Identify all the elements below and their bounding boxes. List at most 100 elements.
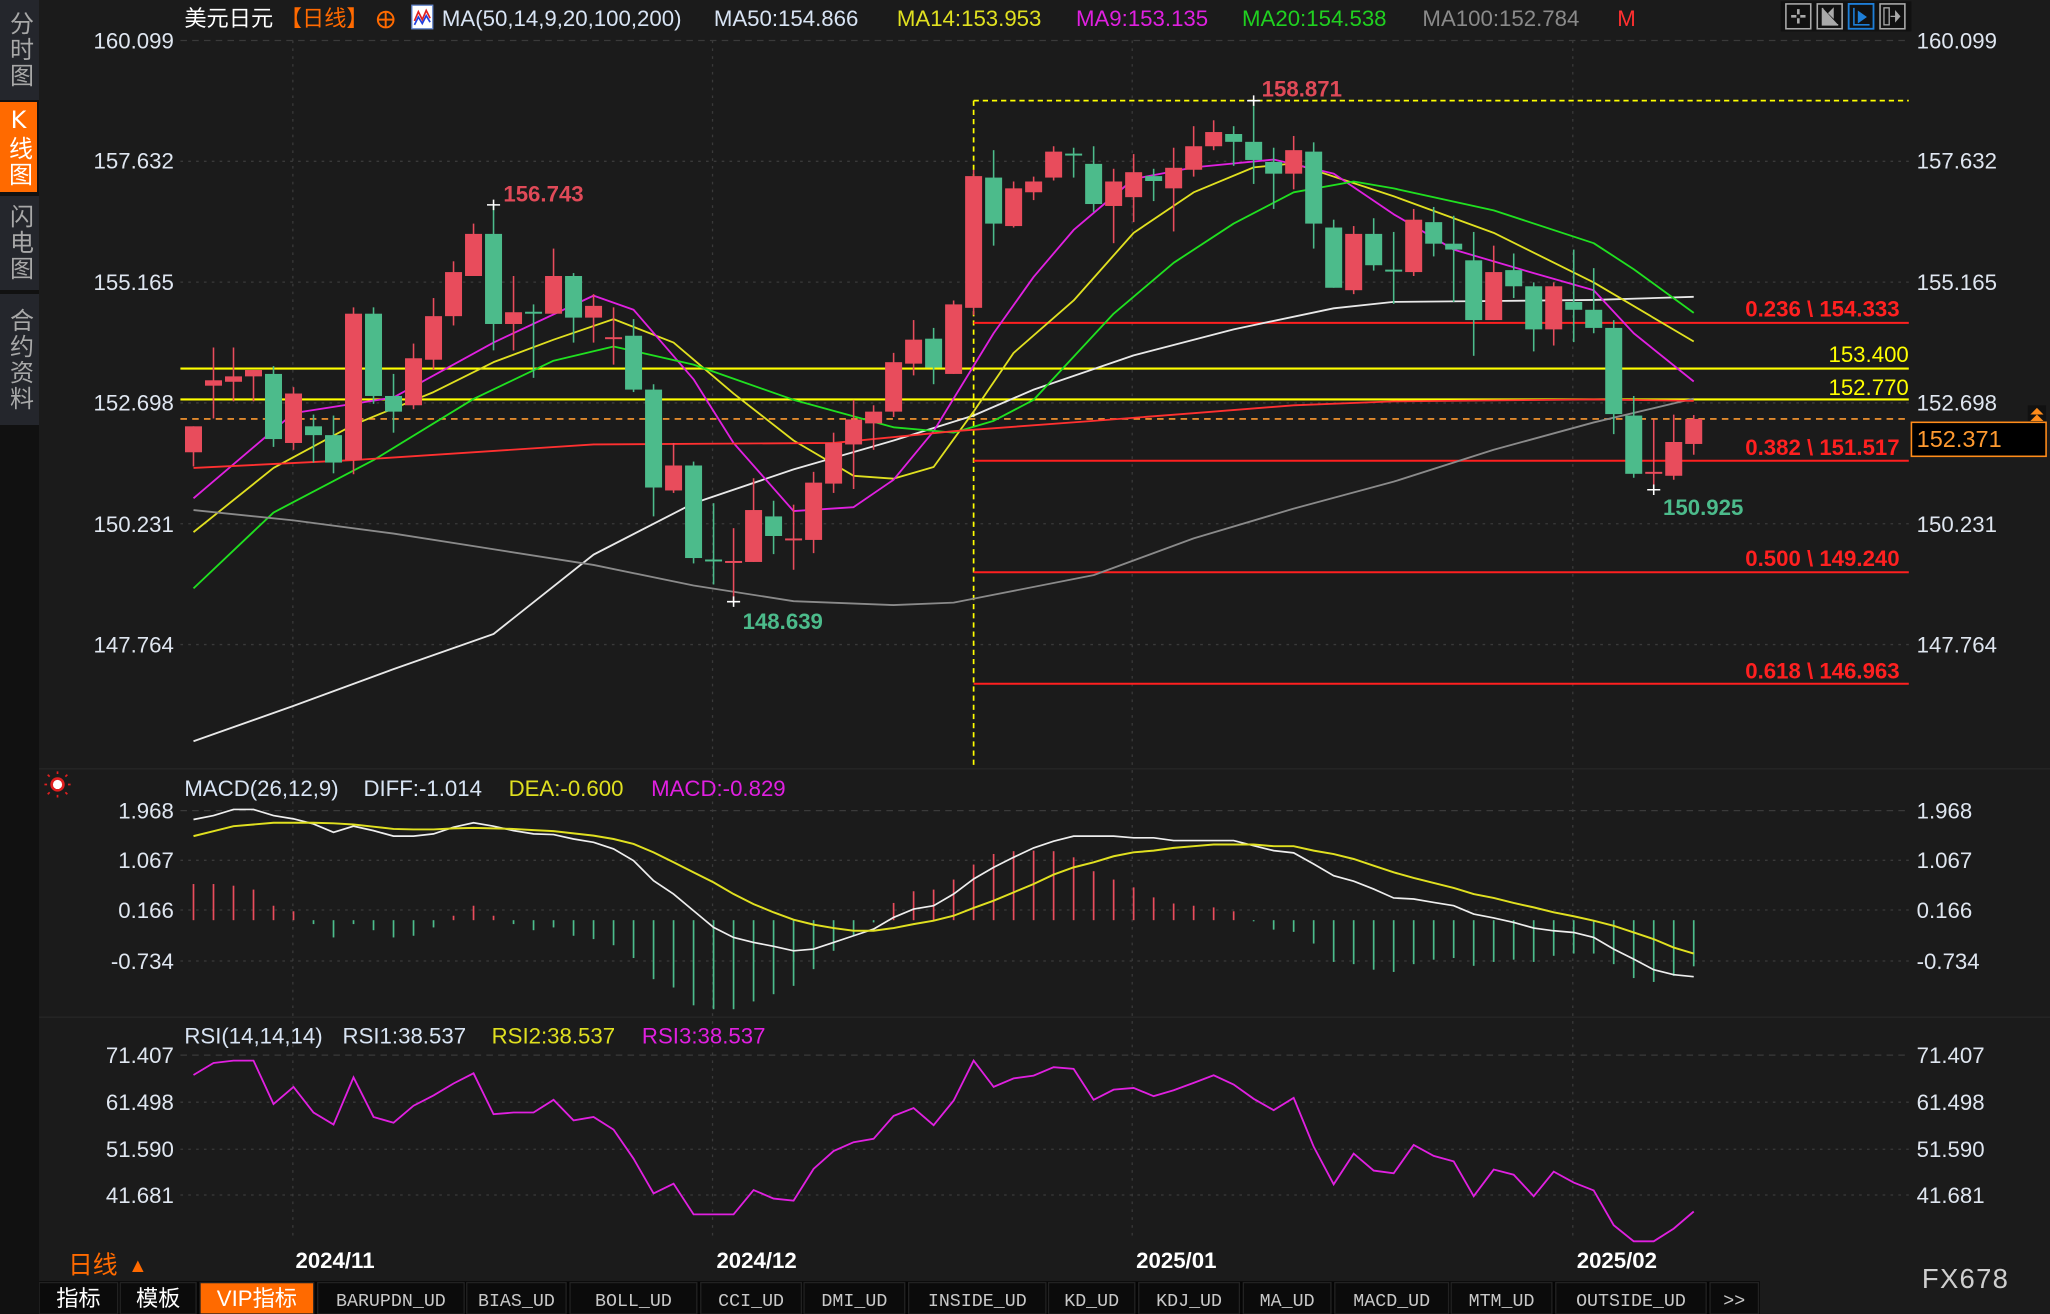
fib-level-label: 0.500 \ 149.240 xyxy=(1745,546,1899,571)
period-dropdown-arrow-icon[interactable]: ▲ xyxy=(128,1255,147,1277)
candle xyxy=(1065,147,1083,178)
crosshair-icon[interactable] xyxy=(1785,3,1812,30)
candle xyxy=(1165,147,1183,232)
indicator-tab[interactable]: >> xyxy=(1709,1281,1760,1314)
sidebar-item-timeshare[interactable]: 分时图 xyxy=(0,0,39,100)
fib-level-label: 0.618 \ 146.963 xyxy=(1745,659,1899,684)
candle xyxy=(1105,168,1123,244)
macd-dea-line xyxy=(193,821,1695,955)
tab-background xyxy=(1450,1281,1553,1314)
indicator-tab[interactable]: OUTSIDE_UD xyxy=(1555,1281,1707,1314)
macd-legend: MACD(26,12,9) DIFF:-1.014 DEA:-0.600 MAC… xyxy=(184,776,785,801)
indicator-tab[interactable]: DMI_UD xyxy=(803,1281,906,1314)
candle xyxy=(965,169,983,316)
indicator-tab[interactable]: BARUPDN_UD xyxy=(317,1281,465,1314)
indicator-tab[interactable]: MTM_UD xyxy=(1450,1281,1553,1314)
macd-tick: 0.166 xyxy=(118,898,174,923)
candle xyxy=(465,223,483,277)
tab-background xyxy=(119,1281,197,1314)
candle xyxy=(545,248,563,314)
view-sidebar: 分时图 K线图 闪电图 合约资料 xyxy=(0,0,39,1314)
tab-background xyxy=(569,1281,698,1314)
indicator-tab[interactable]: KDJ_UD xyxy=(1138,1281,1241,1314)
ma200-value-truncated: M xyxy=(1617,6,1636,31)
tab-background xyxy=(1709,1281,1760,1314)
indicator-tab[interactable]: MA_UD xyxy=(1242,1281,1332,1314)
candle-body xyxy=(1205,132,1223,147)
macd-settings-icon[interactable] xyxy=(44,771,71,798)
tab-background xyxy=(466,1281,567,1314)
sidebar-item-flash[interactable]: 闪电图 xyxy=(0,196,39,290)
indicator-tab[interactable]: BIAS_UD xyxy=(466,1281,567,1314)
candle xyxy=(1285,135,1303,190)
candle xyxy=(1205,120,1223,151)
indicator-tab[interactable]: BOLL_UD xyxy=(569,1281,698,1314)
candle-body xyxy=(225,376,242,382)
candle-body xyxy=(385,395,403,412)
candle-body xyxy=(625,335,643,390)
candle-body xyxy=(1345,233,1363,291)
fib-level-label: 0.236 \ 154.333 xyxy=(1745,296,1899,321)
candle-body xyxy=(1665,441,1683,476)
sidebar-item-kline[interactable]: K线图 xyxy=(0,102,37,192)
candle-body xyxy=(285,393,303,443)
tab-background xyxy=(1138,1281,1241,1314)
candle-body xyxy=(1265,161,1283,174)
candle xyxy=(1665,414,1683,480)
extreme-marker-icon xyxy=(1247,95,1261,106)
indicator-tab[interactable]: INSIDE_UD xyxy=(907,1281,1047,1314)
candle xyxy=(445,261,463,326)
candle-body xyxy=(925,338,943,368)
rsi-title: RSI(14,14,14) xyxy=(184,1023,322,1048)
date-axis: 2024/11 2024/12 2025/01 2025/02 xyxy=(295,1248,1657,1273)
candle xyxy=(1145,168,1163,202)
hline-label: 152.770 xyxy=(1828,375,1908,400)
candle xyxy=(585,294,603,343)
candle-body xyxy=(1545,286,1563,330)
candle xyxy=(745,478,763,562)
candle xyxy=(625,319,643,393)
candle-body xyxy=(1085,163,1103,205)
candle-body xyxy=(1565,301,1583,310)
candle xyxy=(325,415,343,474)
tab-label: CCI_UD xyxy=(718,1292,784,1312)
macd-tick: 1.968 xyxy=(1917,798,1973,823)
price-tick: 150.231 xyxy=(94,512,174,537)
candle-body xyxy=(1385,269,1403,272)
sidebar-item-contract-info[interactable]: 合约资料 xyxy=(0,294,39,425)
indicator-chart-icon[interactable] xyxy=(411,4,434,30)
add-indicator-icon[interactable] xyxy=(376,10,395,29)
candlestick-series xyxy=(184,95,1703,607)
price-tick: 147.764 xyxy=(1917,632,1997,657)
candle xyxy=(645,384,663,517)
candle-body xyxy=(585,305,603,318)
indicator-tab[interactable]: CCI_UD xyxy=(700,1281,803,1314)
play-forward-icon[interactable] xyxy=(1847,3,1875,30)
price-tick: 160.099 xyxy=(94,28,174,53)
scroll-up-icon[interactable] xyxy=(2027,405,2047,422)
candle xyxy=(1505,253,1523,299)
indicator-tab[interactable]: 指标 xyxy=(38,1281,119,1314)
period-selector[interactable]: 日线 xyxy=(68,1251,118,1279)
candle xyxy=(1305,142,1323,249)
indicator-tab[interactable]: KD_UD xyxy=(1047,1281,1136,1314)
candle xyxy=(1405,208,1423,277)
ma50-value: MA50:154.866 xyxy=(714,6,859,31)
chart-header: 美元日元 【日线】 MA(50,14,9,20,100,200) MA50:15… xyxy=(184,4,1636,31)
extreme-marker-icon xyxy=(1647,484,1661,495)
candle xyxy=(1045,146,1063,181)
candle xyxy=(885,352,903,418)
indicator-tab[interactable]: MACD_UD xyxy=(1334,1281,1450,1314)
indicator-tab[interactable]: 模板 xyxy=(119,1281,197,1314)
tab-background xyxy=(199,1281,315,1314)
candle-body xyxy=(265,373,283,440)
candle-body xyxy=(465,233,483,277)
tab-background xyxy=(700,1281,803,1314)
tab-background xyxy=(907,1281,1047,1314)
candle-body xyxy=(885,362,903,412)
expand-right-icon[interactable] xyxy=(1879,3,1906,30)
indicator-tab[interactable]: VIP指标 xyxy=(199,1281,315,1314)
candle xyxy=(505,276,523,351)
period-label[interactable]: 【日线】 xyxy=(280,6,369,31)
